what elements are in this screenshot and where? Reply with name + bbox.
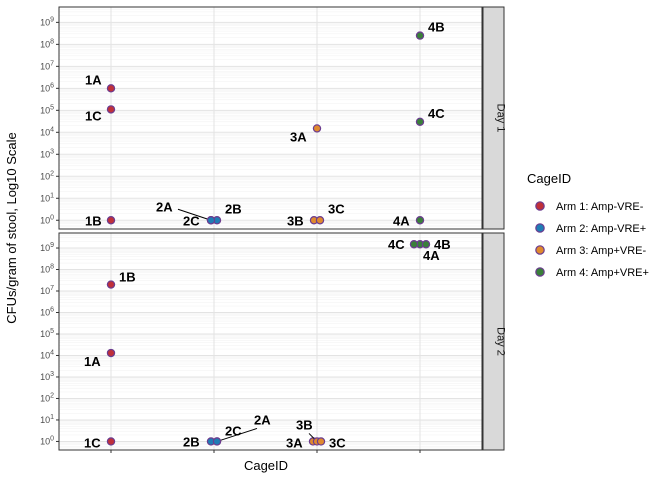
point-label: 4B (434, 237, 451, 252)
facet-strip-label: Day 2 (495, 327, 507, 356)
point-label: 3B (296, 417, 313, 432)
data-point (415, 117, 425, 127)
legend-label: Arm 2: Amp-VRE+ (556, 223, 646, 235)
data-point (312, 124, 322, 133)
data-point (421, 240, 431, 249)
panel-day-1: 100 101 102 103 104 105 106 107 108 109 Day 1 1A 1C 1… (40, 6, 507, 230)
y-tick-label: 109 (40, 16, 54, 27)
label-leader-line (216, 427, 258, 442)
legend-key (535, 201, 545, 211)
point-label: 2A (254, 412, 271, 427)
point-label: 3A (290, 129, 307, 144)
data-point (106, 84, 116, 93)
facet-strip-label: Day 1 (495, 104, 507, 133)
point-label: 4A (393, 213, 410, 228)
point-label: 3C (329, 435, 346, 450)
y-tick-label: 102 (40, 170, 54, 181)
point-label: 3C (328, 201, 345, 216)
x-axis-title: CageID (244, 458, 288, 473)
minor-gridlines (59, 234, 482, 449)
legend-key (535, 245, 545, 255)
y-tick-label: 105 (40, 328, 54, 339)
data-point (106, 348, 116, 358)
y-axis-title: CFUs/gram of stool, Log10 Scale (4, 132, 19, 323)
y-tick-label: 107 (40, 285, 54, 296)
point-label: 2A (156, 199, 173, 214)
point-label: 1C (85, 108, 102, 123)
point-label: 1C (84, 435, 101, 450)
y-tick-label: 100 (40, 435, 54, 446)
y-tick-label: 106 (40, 82, 54, 93)
legend-key (535, 223, 545, 233)
data-point (316, 437, 326, 446)
y-tick-label: 105 (40, 104, 54, 115)
panel-day-2: 100 101 102 103 104 105 106 107 108 109 Day 2 1B 1A 1… (40, 232, 507, 453)
panel-border (58, 6, 483, 230)
data-point (106, 105, 116, 114)
data-point (106, 280, 116, 289)
legend-title: CageID (527, 171, 571, 186)
point-label: 1B (119, 270, 136, 285)
point-label: 2C (183, 213, 200, 228)
point-label: 4C (428, 106, 445, 121)
major-gridlines (59, 7, 482, 229)
minor-gridlines (59, 8, 482, 228)
data-point (415, 31, 425, 40)
point-label: 4C (388, 237, 405, 252)
data-point (106, 437, 116, 446)
label-leader-line (177, 208, 212, 221)
facet-strip (482, 6, 505, 230)
y-tick-label: 106 (40, 306, 54, 317)
y-tick-label: 104 (40, 126, 54, 137)
data-point (409, 240, 419, 249)
y-tick-label: 108 (40, 264, 54, 275)
data-point (212, 437, 222, 446)
data-point (415, 216, 425, 225)
y-tick-label: 107 (40, 60, 54, 71)
point-label: 3B (287, 213, 304, 228)
point-label: 2C (225, 423, 242, 438)
legend-key (535, 267, 545, 277)
y-tick-label: 103 (40, 148, 54, 159)
y-tick-label: 103 (40, 371, 54, 382)
y-tick-label: 108 (40, 38, 54, 49)
point-label: 1A (84, 354, 101, 369)
point-label: 4A (423, 248, 440, 263)
legend-label: Arm 4: Amp+VRE+ (556, 267, 649, 279)
point-label: 1B (85, 213, 102, 228)
y-tick-label: 101 (40, 192, 54, 203)
y-tick-label: 104 (40, 349, 54, 360)
point-label: 4B (428, 20, 445, 35)
y-tick-label: 100 (40, 214, 54, 225)
legend-label: Arm 3: Amp+VRE- (556, 245, 647, 257)
data-point (206, 216, 216, 225)
y-tick-label: 101 (40, 414, 54, 425)
legend-label: Arm 1: Amp-VRE- (556, 201, 644, 213)
facet-strip (482, 232, 505, 451)
y-tick-label: 109 (40, 242, 54, 253)
major-gridlines (59, 233, 482, 450)
panel-border (58, 232, 483, 451)
legend: CageID Arm 1: Amp-VRE- Arm 2: Amp-VRE+ Arm… (527, 171, 649, 279)
point-label: 1A (85, 72, 102, 87)
point-label: 2B (183, 434, 200, 449)
point-label: 3A (286, 435, 303, 450)
point-label: 2B (225, 201, 242, 216)
data-point (106, 216, 116, 225)
y-tick-label: 102 (40, 392, 54, 403)
data-point (315, 216, 325, 225)
